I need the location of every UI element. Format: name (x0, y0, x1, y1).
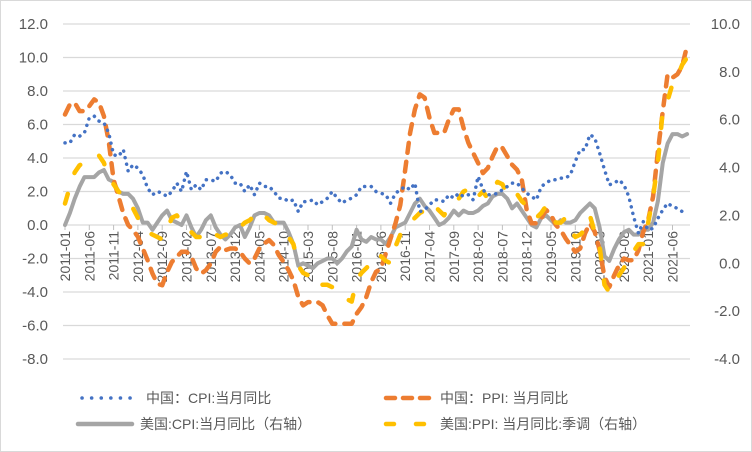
right-axis-tick-label: -4.0 (714, 351, 740, 368)
x-axis-tick-label: 2017-04 (422, 231, 438, 283)
x-axis-tick-label: 2019-05 (543, 231, 559, 283)
x-axis-tick-label: 2018-12 (519, 231, 535, 283)
x-axis-tick-label: 2013-07 (203, 231, 219, 283)
left-axis-tick-label: 6.0 (27, 117, 48, 134)
x-axis-tick-label: 2011-11 (106, 231, 122, 281)
right-axis-tick-label: 6.0 (719, 112, 740, 129)
legend-item-china-cpi: 中国：CPI:当月同比 (78, 388, 271, 408)
left-axis-tick-label: 4.0 (27, 150, 48, 167)
legend-label: 中国：CPI:当月同比 (146, 390, 272, 406)
legend-swatch-dashed-orange (383, 395, 435, 401)
right-axis-tick-label: 4.0 (719, 160, 740, 177)
series-line-us-cpi (63, 132, 690, 271)
left-axis-tick-label: 2.0 (27, 184, 48, 201)
left-axis-tick-label: -4.0 (22, 284, 48, 301)
x-axis-tick-label: 2011-01 (57, 231, 73, 282)
legend-label: 美国:CPI:当月同比（右轴） (140, 416, 312, 432)
right-axis-tick-label: 0.0 (719, 255, 740, 272)
right-axis-ticks: 10.0 8.0 6.0 4.0 2.0 0.0 -2.0 -4.0 (711, 16, 740, 368)
left-axis-tick-label: -2.0 (22, 251, 48, 268)
x-axis-tick-label: 2021-01 (640, 231, 656, 283)
right-axis-tick-label: -2.0 (714, 303, 740, 320)
x-axis-tick-label: 2018-02 (470, 231, 486, 283)
x-axis-tick-label: 2021-06 (665, 231, 681, 283)
x-axis-tick-label: 2019-10 (567, 231, 583, 283)
gridlines (63, 23, 690, 360)
left-axis-tick-label: 10.0 (19, 50, 48, 67)
right-axis-tick-label: 2.0 (719, 207, 740, 224)
legend-label: 中国：PPI: 当月同比 (440, 390, 569, 406)
legend-item-us-cpi: 美国:CPI:当月同比（右轴） (74, 414, 311, 434)
x-axis-tick-label: 2014-05 (251, 231, 267, 283)
x-axis-tick-label: 2011-06 (81, 231, 97, 282)
series-line-china-cpi (63, 114, 689, 236)
left-axis-ticks: 12.0 10.0 8.0 6.0 4.0 2.0 0.0 -2.0 -4.0 -6.0 -8.0 (19, 16, 48, 368)
x-axis-tick-label: 2013-12 (227, 231, 243, 283)
legend-swatch-solid-gray (75, 421, 135, 427)
x-axis-tick-label: 2018-07 (494, 231, 510, 283)
series-lines (62, 43, 690, 327)
x-axis-tick-label: 2017-09 (446, 231, 462, 283)
legend-item-china-ppi: 中国：PPI: 当月同比 (382, 388, 568, 408)
left-axis-tick-label: 8.0 (27, 83, 48, 100)
x-axis-tick-label: 2013-02 (179, 231, 195, 283)
x-axis-tick-label: 2016-11 (397, 231, 413, 282)
left-axis-tick-label: 0.0 (27, 217, 48, 234)
series-line-us-ppi (62, 55, 690, 304)
left-axis-tick-label: 12.0 (19, 16, 48, 33)
left-axis-tick-label: -8.0 (22, 351, 48, 368)
right-axis-tick-label: 8.0 (719, 64, 740, 81)
legend-item-us-ppi: 美国:PPI: 当月同比:季调（右轴） (380, 414, 646, 434)
legend-swatch-dotted-blue (80, 396, 140, 400)
series-line-china-ppi (62, 43, 690, 327)
left-axis-tick-label: -6.0 (22, 318, 48, 335)
legend-label: 美国:PPI: 当月同比:季调（右轴） (440, 416, 647, 432)
legend-swatch-longdash-yellow (383, 421, 435, 427)
right-axis-tick-label: 10.0 (711, 16, 740, 33)
